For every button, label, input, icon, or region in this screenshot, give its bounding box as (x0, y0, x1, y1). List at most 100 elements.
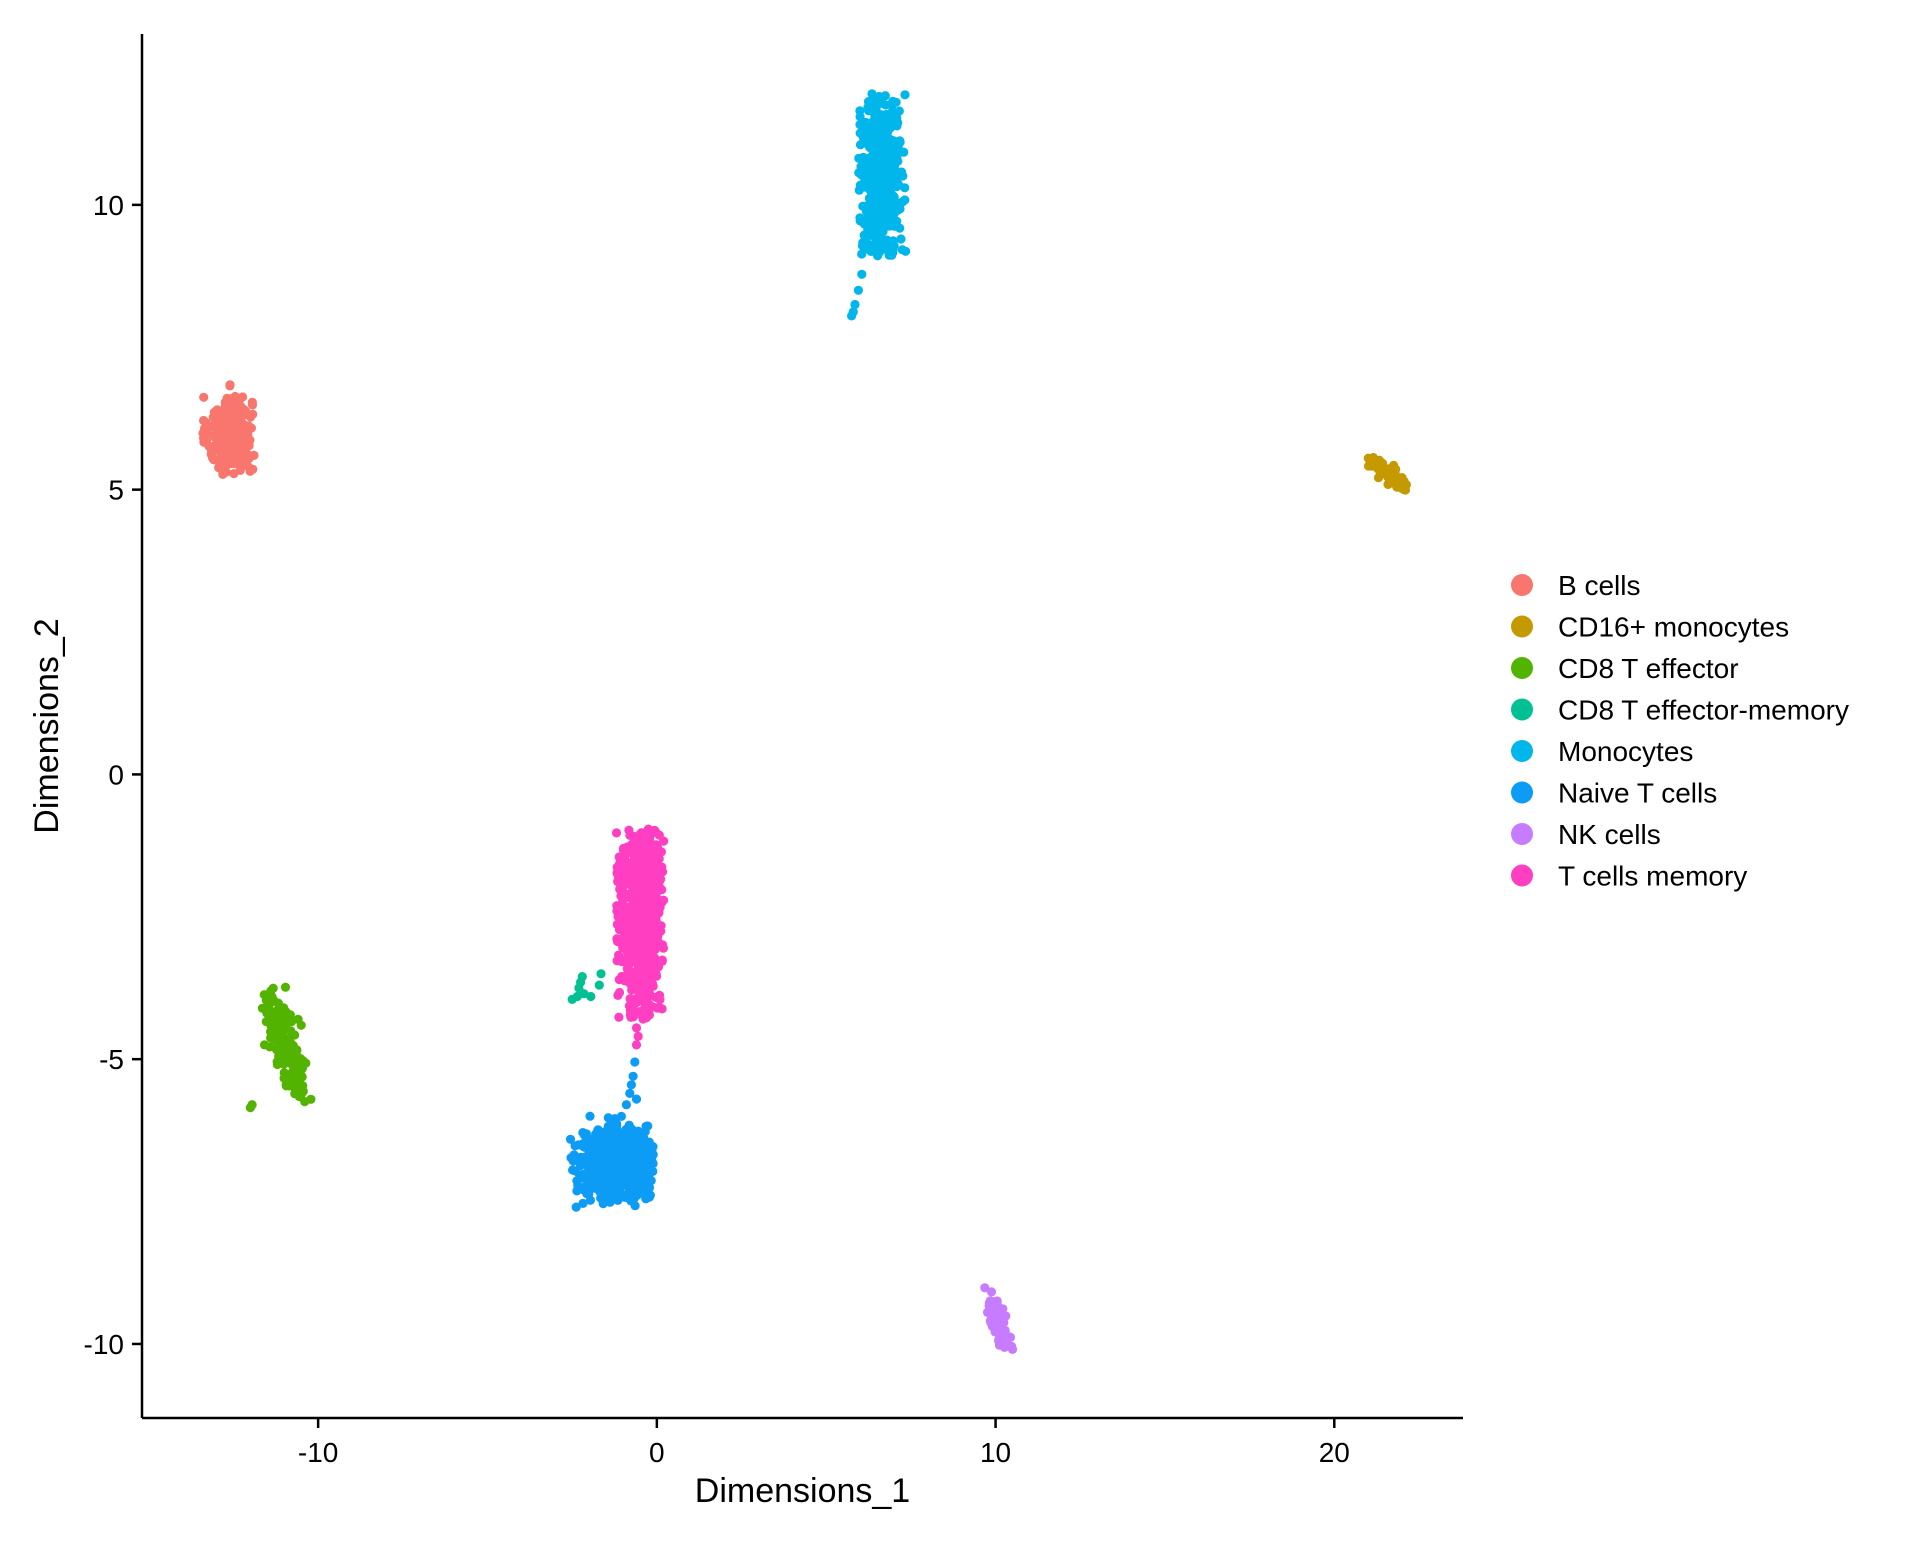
legend-label: B cells (1558, 570, 1640, 601)
point-cd8-t-effector (265, 1042, 275, 1052)
point-monocytes (900, 90, 910, 100)
point-t-cells-memory (615, 858, 625, 869)
point-monocytes (850, 299, 860, 310)
point-t-cells-memory (632, 940, 642, 950)
point-monocytes (862, 163, 872, 173)
point-t-cells-memory (640, 942, 650, 952)
point-t-cells-memory (631, 1023, 642, 1033)
point-naive-t-cells (633, 1172, 644, 1182)
point-monocytes (876, 172, 887, 182)
point-t-cells-memory (624, 1001, 635, 1011)
point-t-cells-memory (641, 912, 651, 922)
point-t-cells-memory (633, 887, 643, 897)
point-monocytes (881, 109, 892, 119)
point-t-cells-memory (623, 842, 633, 852)
x-axis-title: Dimensions_1 (695, 1472, 910, 1510)
point-b-cells (214, 463, 224, 473)
point-t-cells-memory (632, 843, 642, 853)
point-monocytes (855, 106, 865, 116)
point-t-cells-memory (657, 956, 667, 967)
point-nk-cells (994, 1328, 1004, 1338)
point-b-cells (221, 453, 231, 463)
point-t-cells-memory (623, 967, 633, 977)
point-naive-t-cells (621, 1100, 632, 1110)
point-naive-t-cells (617, 1133, 628, 1143)
point-t-cells-memory (639, 986, 650, 997)
point-cd8-t-effector (266, 997, 276, 1008)
point-naive-t-cells (644, 1151, 654, 1161)
point-naive-t-cells (610, 1133, 620, 1143)
point-cd8-t-effector-memory (577, 972, 587, 982)
point-t-cells-memory (636, 851, 646, 861)
point-b-cells (214, 446, 224, 456)
point-b-cells (227, 440, 238, 450)
point-naive-t-cells (601, 1192, 611, 1202)
y-tick-label: -10 (84, 1329, 124, 1360)
point-naive-t-cells (618, 1145, 629, 1155)
point-naive-t-cells (646, 1176, 656, 1186)
point-b-cells (248, 409, 258, 419)
point-t-cells-memory (648, 916, 658, 927)
point-naive-t-cells (598, 1199, 608, 1209)
point-t-cells-memory (631, 1040, 642, 1050)
y-axis-title: Dimensions_2 (28, 618, 66, 833)
point-cd8-t-effector (284, 1041, 294, 1051)
point-naive-t-cells (621, 1159, 631, 1169)
point-t-cells-memory (614, 925, 625, 935)
point-monocytes (880, 128, 890, 139)
point-cd8-t-effector-memory (594, 980, 604, 990)
y-axis-ticks: -10 -5 0 5 10 (84, 190, 142, 1360)
data-points (198, 89, 1411, 1354)
point-monocytes (899, 147, 909, 157)
point-monocytes (873, 251, 883, 261)
legend-label: Naive T cells (1558, 778, 1717, 809)
x-tick-label: 10 (980, 1437, 1011, 1468)
point-cd8-t-effector (286, 1017, 297, 1027)
point-monocytes (854, 168, 864, 178)
legend-key (1511, 657, 1533, 679)
point-naive-t-cells (630, 1057, 640, 1067)
point-naive-t-cells (637, 1152, 647, 1162)
legend: B cells CD16+ monocytes CD8 T effector CD8 … (1511, 570, 1849, 892)
point-b-cells (240, 433, 250, 444)
point-cd8-t-effector (268, 983, 278, 993)
point-cd8-t-effector (298, 1056, 308, 1066)
point-b-cells (243, 462, 253, 472)
point-monocytes (890, 140, 900, 150)
point-t-cells-memory (624, 825, 634, 835)
point-t-cells-memory (618, 889, 628, 899)
point-monocytes (882, 207, 892, 217)
point-b-cells (199, 415, 209, 426)
point-b-cells (208, 412, 218, 422)
point-b-cells (236, 425, 247, 436)
point-monocytes (873, 134, 883, 144)
point-t-cells-memory (649, 906, 659, 917)
point-cd8-t-effector (279, 1059, 289, 1069)
point-cd8-t-effector (290, 1084, 300, 1094)
point-t-cells-memory (638, 960, 648, 970)
point-t-cells-memory (627, 922, 637, 932)
point-monocytes (859, 219, 869, 229)
point-cd8-t-effector (296, 1020, 306, 1030)
point-b-cells (207, 453, 218, 463)
point-t-cells-memory (613, 936, 623, 947)
point-t-cells-memory (647, 848, 657, 858)
point-monocytes (898, 197, 908, 207)
point-nk-cells (998, 1304, 1008, 1314)
x-axis-ticks: -10 0 10 20 (298, 1418, 1350, 1468)
point-nk-cells (1001, 1337, 1011, 1347)
point-naive-t-cells (585, 1195, 596, 1205)
point-naive-t-cells (626, 1080, 637, 1090)
point-t-cells-memory (633, 1031, 643, 1041)
point-cd16-monocytes (1400, 485, 1411, 495)
y-tick-label: -5 (99, 1044, 124, 1075)
point-cd16-monocytes (1373, 473, 1384, 483)
point-cd8-t-effector (280, 1022, 291, 1032)
point-cd8-t-effector (281, 1080, 291, 1090)
point-naive-t-cells (585, 1111, 595, 1121)
point-b-cells (247, 400, 258, 410)
point-cd16-monocytes (1373, 464, 1383, 474)
point-naive-t-cells (578, 1198, 588, 1208)
